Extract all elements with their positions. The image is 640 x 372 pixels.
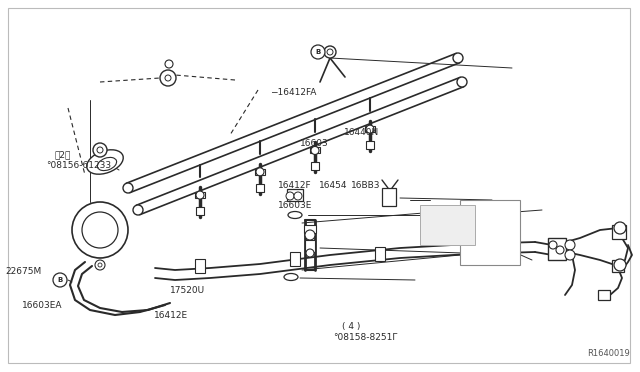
Circle shape xyxy=(457,77,467,87)
Bar xyxy=(255,169,265,175)
Bar xyxy=(196,207,204,215)
Circle shape xyxy=(123,183,133,193)
Bar xyxy=(287,189,303,201)
Ellipse shape xyxy=(87,150,124,174)
Circle shape xyxy=(311,45,325,59)
Bar xyxy=(548,238,566,260)
Circle shape xyxy=(72,202,128,258)
Bar xyxy=(311,163,319,170)
Text: °08156-61233: °08156-61233 xyxy=(46,161,111,170)
Text: 16603E: 16603E xyxy=(278,201,313,210)
Bar xyxy=(310,147,320,154)
Circle shape xyxy=(324,46,336,58)
Text: −16412FA: −16412FA xyxy=(270,88,316,97)
Circle shape xyxy=(93,143,107,157)
Text: ＜2＞: ＜2＞ xyxy=(54,150,71,159)
Text: B: B xyxy=(316,49,321,55)
Text: ( 4 ): ( 4 ) xyxy=(342,322,361,331)
Circle shape xyxy=(556,246,564,254)
Text: °08158-8251Γ: °08158-8251Γ xyxy=(333,333,397,342)
Bar xyxy=(366,141,374,149)
Circle shape xyxy=(286,192,294,200)
Circle shape xyxy=(565,240,575,250)
Bar xyxy=(460,200,520,265)
Text: 16454: 16454 xyxy=(319,182,348,190)
Bar xyxy=(365,126,375,132)
Ellipse shape xyxy=(288,212,302,218)
Bar xyxy=(305,240,315,252)
Circle shape xyxy=(165,75,171,81)
Bar xyxy=(612,260,624,272)
Circle shape xyxy=(97,147,103,153)
Circle shape xyxy=(565,250,575,260)
Circle shape xyxy=(256,168,264,176)
Text: B: B xyxy=(58,277,63,283)
Bar xyxy=(420,205,475,245)
Circle shape xyxy=(133,205,143,215)
Circle shape xyxy=(98,263,102,267)
Bar xyxy=(598,290,610,300)
Text: 17520U: 17520U xyxy=(170,286,205,295)
Text: 16440N: 16440N xyxy=(344,128,380,137)
Bar xyxy=(612,225,626,239)
Circle shape xyxy=(311,147,319,154)
Bar xyxy=(195,192,205,198)
Circle shape xyxy=(453,53,463,63)
Circle shape xyxy=(53,273,67,287)
Bar xyxy=(382,188,396,206)
Bar xyxy=(304,225,316,233)
Text: 16BB3: 16BB3 xyxy=(351,182,380,190)
Circle shape xyxy=(294,192,302,200)
Text: 22675M: 22675M xyxy=(5,267,42,276)
Text: 16603: 16603 xyxy=(300,139,328,148)
Circle shape xyxy=(614,222,626,234)
Bar xyxy=(290,253,300,266)
Circle shape xyxy=(305,230,315,240)
Bar xyxy=(195,259,205,273)
Circle shape xyxy=(165,60,173,68)
Bar xyxy=(375,247,385,261)
Circle shape xyxy=(327,49,333,55)
Circle shape xyxy=(95,260,105,270)
Circle shape xyxy=(549,241,557,249)
Ellipse shape xyxy=(284,273,298,280)
Text: R1640019: R1640019 xyxy=(588,349,630,358)
Circle shape xyxy=(160,70,176,86)
Text: 16412F: 16412F xyxy=(278,182,312,190)
Circle shape xyxy=(196,191,204,199)
Bar xyxy=(256,184,264,192)
Text: 16603EA: 16603EA xyxy=(22,301,63,310)
Text: 16412E: 16412E xyxy=(154,311,188,320)
Ellipse shape xyxy=(97,157,116,171)
Circle shape xyxy=(366,125,374,133)
Circle shape xyxy=(82,212,118,248)
Circle shape xyxy=(614,259,626,271)
Circle shape xyxy=(306,249,314,257)
